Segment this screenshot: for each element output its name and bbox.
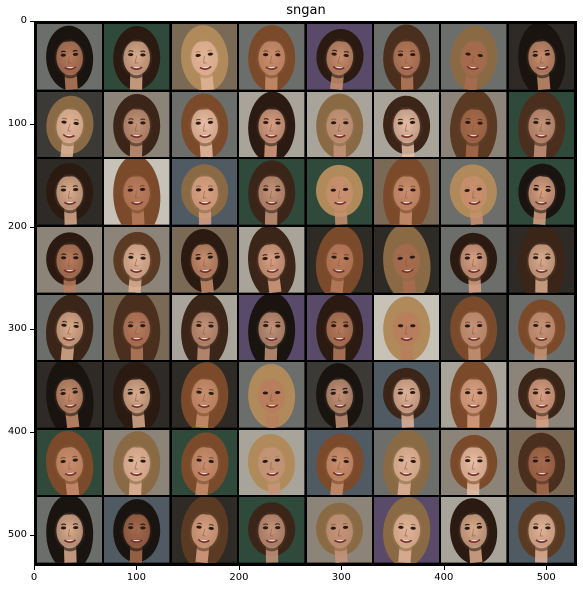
face-sample [441,91,507,158]
face-sample [441,362,507,428]
face-sample [37,226,103,293]
face-sample [373,362,440,428]
face-sample [441,226,507,293]
face-sample [441,24,507,90]
face-sample [171,429,238,496]
x-tick-label: 400 [434,572,454,583]
face-sample [239,429,305,496]
face-sample [441,294,507,361]
face-sample [373,497,440,563]
x-tick-mark [136,566,138,570]
face-sample [373,294,440,361]
face-sample [508,159,574,225]
face-sample [171,91,238,158]
face-sample [306,226,372,293]
face-sample [441,497,507,563]
y-tick-mark [30,226,34,228]
x-tick-label: 100 [126,572,146,583]
face-sample [104,91,170,158]
face-sample [104,362,170,428]
face-sample [508,362,574,428]
face-sample [508,497,574,563]
face-sample [373,429,440,496]
y-tick-mark [30,432,34,434]
x-tick-mark [34,566,35,570]
face-sample [37,91,103,158]
y-tick-mark [30,21,34,22]
face-sample [239,362,305,428]
face-sample [373,24,440,90]
face-sample [508,24,574,90]
plot-title: sngan [286,3,326,18]
face-sample [37,429,103,496]
x-tick-mark [238,566,240,570]
face-sample [37,159,103,225]
face-sample [441,429,507,496]
face-sample [441,159,507,225]
face-sample [239,497,305,563]
face-sample [239,24,305,90]
face-sample-grid [35,22,576,565]
face-sample [104,429,170,496]
face-sample [373,91,440,158]
face-sample [171,24,238,90]
face-sample [171,497,238,563]
face-sample [306,362,372,428]
image-panel [34,21,577,566]
face-sample [239,159,305,225]
y-tick-label: 200 [7,220,27,232]
x-tick-label: 0 [30,572,38,583]
face-sample [306,24,372,90]
face-sample [104,159,170,225]
face-sample [306,497,372,563]
y-tick-label: 0 [20,15,27,26]
face-sample [104,24,170,90]
face-sample [37,24,103,90]
face-sample [306,159,372,225]
y-tick-label: 400 [7,426,27,438]
y-tick-label: 500 [7,529,27,541]
face-sample [373,226,440,293]
face-sample [239,91,305,158]
face-sample [306,294,372,361]
x-tick-mark [546,566,548,570]
x-tick-label: 200 [229,572,249,583]
x-tick-label: 500 [536,572,556,583]
face-sample [508,429,574,496]
face-sample [171,362,238,428]
face-sample [104,226,170,293]
face-sample [104,294,170,361]
y-tick-mark [30,329,34,331]
face-sample [239,226,305,293]
y-tick-mark [30,535,34,537]
face-sample [171,294,238,361]
face-sample [37,294,103,361]
face-sample [373,159,440,225]
x-tick-mark [341,566,343,570]
y-tick-mark [30,123,34,125]
face-sample [508,91,574,158]
face-sample [306,429,372,496]
face-sample [171,159,238,225]
face-sample [104,497,170,563]
face-sample [171,226,238,293]
face-sample [37,362,103,428]
x-tick-label: 300 [331,572,351,583]
face-sample [37,497,103,563]
y-tick-label: 100 [7,117,27,129]
y-tick-label: 300 [7,323,27,335]
face-sample [508,226,574,293]
face-sample [239,294,305,361]
face-sample [306,91,372,158]
x-tick-mark [443,566,445,570]
face-sample [508,294,574,361]
